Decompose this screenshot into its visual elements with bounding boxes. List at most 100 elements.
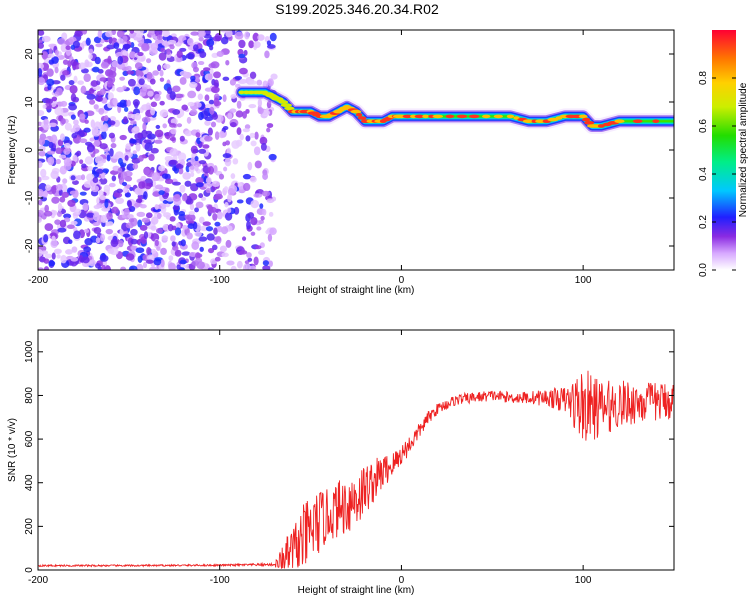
noise-blob bbox=[119, 76, 126, 81]
noise-blob bbox=[104, 199, 109, 209]
noise-blob bbox=[38, 39, 43, 44]
noise-blob bbox=[109, 116, 117, 122]
noise-blob bbox=[48, 122, 57, 127]
noise-blob bbox=[182, 172, 192, 180]
noise-blob bbox=[188, 252, 198, 258]
ridge-peak bbox=[278, 100, 289, 104]
noise-blob bbox=[146, 71, 153, 80]
noise-blob bbox=[238, 53, 246, 59]
noise-blob bbox=[234, 75, 242, 81]
noise-blob bbox=[90, 119, 96, 129]
noise-blob bbox=[71, 246, 78, 253]
noise-blob bbox=[127, 200, 133, 209]
noise-blob bbox=[38, 160, 43, 168]
noise-blob bbox=[139, 88, 148, 94]
noise-blob bbox=[74, 208, 82, 215]
noise-blob bbox=[225, 30, 233, 38]
ridge-peak bbox=[284, 106, 295, 111]
noise-blob bbox=[79, 113, 86, 120]
snr-x-label: Height of straight line (km) bbox=[298, 585, 415, 596]
noise-blob bbox=[83, 228, 90, 234]
noise-blob bbox=[252, 32, 260, 42]
noise-blob bbox=[260, 142, 267, 151]
noise-blob bbox=[155, 124, 161, 129]
noise-blob bbox=[161, 173, 169, 179]
noise-blob bbox=[135, 186, 144, 196]
noise-blob bbox=[135, 198, 143, 203]
noise-blob bbox=[125, 143, 131, 150]
noise-blob bbox=[132, 99, 140, 107]
noise-blob bbox=[174, 227, 182, 236]
noise-blob bbox=[59, 219, 67, 228]
noise-blob bbox=[116, 188, 123, 194]
noise-blob bbox=[41, 51, 49, 59]
noise-blob bbox=[83, 73, 91, 82]
noise-blob bbox=[38, 188, 44, 197]
noise-blob bbox=[78, 62, 86, 70]
noise-blob bbox=[135, 263, 144, 270]
noise-blob bbox=[72, 96, 80, 103]
noise-blob bbox=[43, 124, 50, 131]
noise-blob bbox=[95, 262, 101, 269]
noise-blob bbox=[129, 138, 137, 144]
noise-blob bbox=[262, 172, 269, 180]
noise-blob bbox=[160, 47, 166, 53]
noise-blob bbox=[119, 99, 127, 108]
noise-blob bbox=[145, 259, 154, 264]
noise-blob bbox=[254, 131, 259, 140]
noise-blob bbox=[123, 208, 130, 217]
noise-blob bbox=[232, 158, 239, 165]
noise-blob bbox=[100, 61, 109, 69]
noise-blob bbox=[194, 231, 202, 237]
colorbar bbox=[712, 30, 736, 270]
noise-blob bbox=[93, 104, 99, 110]
noise-blob bbox=[94, 56, 101, 65]
noise-blob bbox=[243, 49, 248, 56]
noise-blob bbox=[38, 267, 44, 270]
ridge-peak bbox=[597, 124, 605, 128]
noise-blob bbox=[137, 219, 143, 228]
noise-blob bbox=[105, 228, 114, 235]
noise-blob bbox=[214, 131, 220, 140]
noise-blob bbox=[242, 173, 252, 180]
noise-blob bbox=[227, 188, 235, 196]
noise-blob bbox=[123, 106, 129, 112]
noise-blob bbox=[258, 219, 264, 224]
noise-blob bbox=[224, 157, 232, 167]
ridge-peak bbox=[414, 114, 425, 119]
noise-blob bbox=[159, 69, 164, 77]
noise-blob bbox=[190, 145, 198, 154]
noise-blob bbox=[84, 237, 93, 246]
noise-blob bbox=[107, 120, 116, 126]
spectrogram-ridge bbox=[233, 84, 674, 134]
noise-blob bbox=[226, 207, 232, 214]
noise-blob bbox=[207, 267, 215, 270]
noise-blob bbox=[38, 176, 42, 183]
noise-blob bbox=[38, 110, 45, 117]
noise-blob bbox=[111, 206, 119, 214]
noise-blob bbox=[224, 212, 233, 221]
noise-blob bbox=[176, 123, 183, 128]
snr-y-tick-label: 200 bbox=[24, 518, 35, 535]
noise-blob bbox=[216, 50, 224, 57]
noise-blob bbox=[154, 129, 164, 138]
noise-blob bbox=[242, 128, 250, 133]
noise-blob bbox=[199, 246, 204, 252]
noise-blob bbox=[167, 224, 174, 232]
noise-blob bbox=[133, 86, 141, 96]
noise-blob bbox=[140, 175, 147, 181]
noise-blob bbox=[41, 35, 51, 43]
noise-blob bbox=[236, 199, 244, 204]
snr-y-label: SNR (10 * v/v) bbox=[7, 418, 18, 482]
noise-blob bbox=[38, 77, 46, 86]
noise-blob bbox=[56, 254, 61, 259]
noise-blob bbox=[194, 156, 199, 162]
noise-blob bbox=[101, 264, 107, 270]
noise-blob bbox=[86, 143, 95, 153]
noise-blob bbox=[66, 224, 75, 230]
noise-blob bbox=[211, 244, 218, 251]
ridge-peak bbox=[522, 119, 535, 123]
noise-blob bbox=[246, 252, 252, 258]
noise-blob bbox=[84, 156, 94, 165]
noise-blob bbox=[110, 170, 119, 176]
